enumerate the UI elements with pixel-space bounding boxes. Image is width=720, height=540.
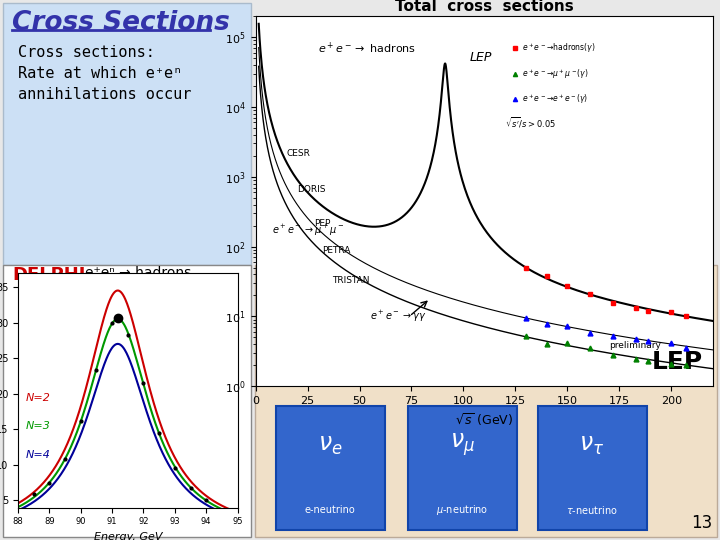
Text: e-neutrino: e-neutrino: [305, 505, 356, 515]
Text: DELPHI: DELPHI: [12, 266, 86, 284]
Text: DORIS: DORIS: [297, 185, 325, 194]
Text: $\mu$-neutrino: $\mu$-neutrino: [436, 503, 488, 517]
Text: CESR: CESR: [287, 148, 310, 158]
Text: $e^+e^- \rightarrow \gamma\gamma$: $e^+e^- \rightarrow \gamma\gamma$: [370, 308, 426, 323]
Text: $e^+e^- \rightarrow \mu^+\mu^-$: $e^+e^- \rightarrow \mu^+\mu^-$: [272, 223, 345, 238]
FancyBboxPatch shape: [3, 3, 251, 265]
FancyBboxPatch shape: [276, 406, 385, 530]
FancyBboxPatch shape: [3, 265, 251, 537]
FancyBboxPatch shape: [288, 318, 582, 374]
FancyBboxPatch shape: [255, 265, 717, 537]
Text: N=2: N=2: [26, 393, 50, 403]
Text: 13: 13: [690, 514, 712, 532]
Text: $e^+e^-\!\rightarrow\!e^+e^-(\gamma)$: $e^+e^-\!\rightarrow\!e^+e^-(\gamma)$: [521, 92, 588, 106]
X-axis label: Energy, GeV: Energy, GeV: [94, 532, 162, 540]
Title: Total  cross  sections: Total cross sections: [395, 0, 574, 14]
Text: PEP: PEP: [314, 219, 330, 227]
Text: Cross Sections: Cross Sections: [12, 10, 230, 36]
Text: Cross sections:
Rate at which e⁺eⁿ
annihilations occur: Cross sections: Rate at which e⁺eⁿ annih…: [18, 45, 192, 102]
Text: $\nu_\tau$: $\nu_\tau$: [580, 433, 605, 457]
Text: e⁺eⁿ → hadrons: e⁺eⁿ → hadrons: [85, 266, 192, 280]
Text: $\tau$-neutrino: $\tau$-neutrino: [566, 504, 618, 516]
Text: 2.9841 ± 0.0083: 2.9841 ± 0.0083: [328, 334, 542, 358]
Text: LEP: LEP: [652, 350, 703, 374]
Text: N=4: N=4: [26, 450, 50, 460]
Text: $e^+e^-\!\rightarrow\!\mu^+\mu^-(\gamma)$: $e^+e^-\!\rightarrow\!\mu^+\mu^-(\gamma)…: [521, 67, 588, 80]
FancyBboxPatch shape: [538, 406, 647, 530]
FancyBboxPatch shape: [408, 406, 517, 530]
Text: N=3: N=3: [26, 421, 50, 431]
Text: preliminary: preliminary: [609, 341, 661, 350]
Text: TRISTAN: TRISTAN: [333, 276, 370, 285]
Text: LEP: LEP: [469, 51, 492, 64]
Text: PETRA: PETRA: [322, 246, 351, 255]
Text: $\Rightarrow$ Number of different neutrinos:: $\Rightarrow$ Number of different neutri…: [265, 292, 545, 310]
Text: $\nu_e$: $\nu_e$: [318, 433, 342, 457]
X-axis label: $\sqrt{s}$ (GeV): $\sqrt{s}$ (GeV): [455, 411, 513, 428]
Text: $e^+e^-\!\rightarrow\!$hadrons($\gamma$): $e^+e^-\!\rightarrow\!$hadrons($\gamma$): [521, 41, 595, 55]
Text: $e^+e^- \rightarrow$ hadrons: $e^+e^- \rightarrow$ hadrons: [318, 40, 416, 56]
Text: Precise scan of Z$^0$ resonance: Precise scan of Z$^0$ resonance: [265, 270, 508, 290]
Text: $\nu_\mu$: $\nu_\mu$: [449, 431, 474, 458]
Text: $\sqrt{s'}/s > 0.05$: $\sqrt{s'}/s > 0.05$: [505, 116, 557, 131]
